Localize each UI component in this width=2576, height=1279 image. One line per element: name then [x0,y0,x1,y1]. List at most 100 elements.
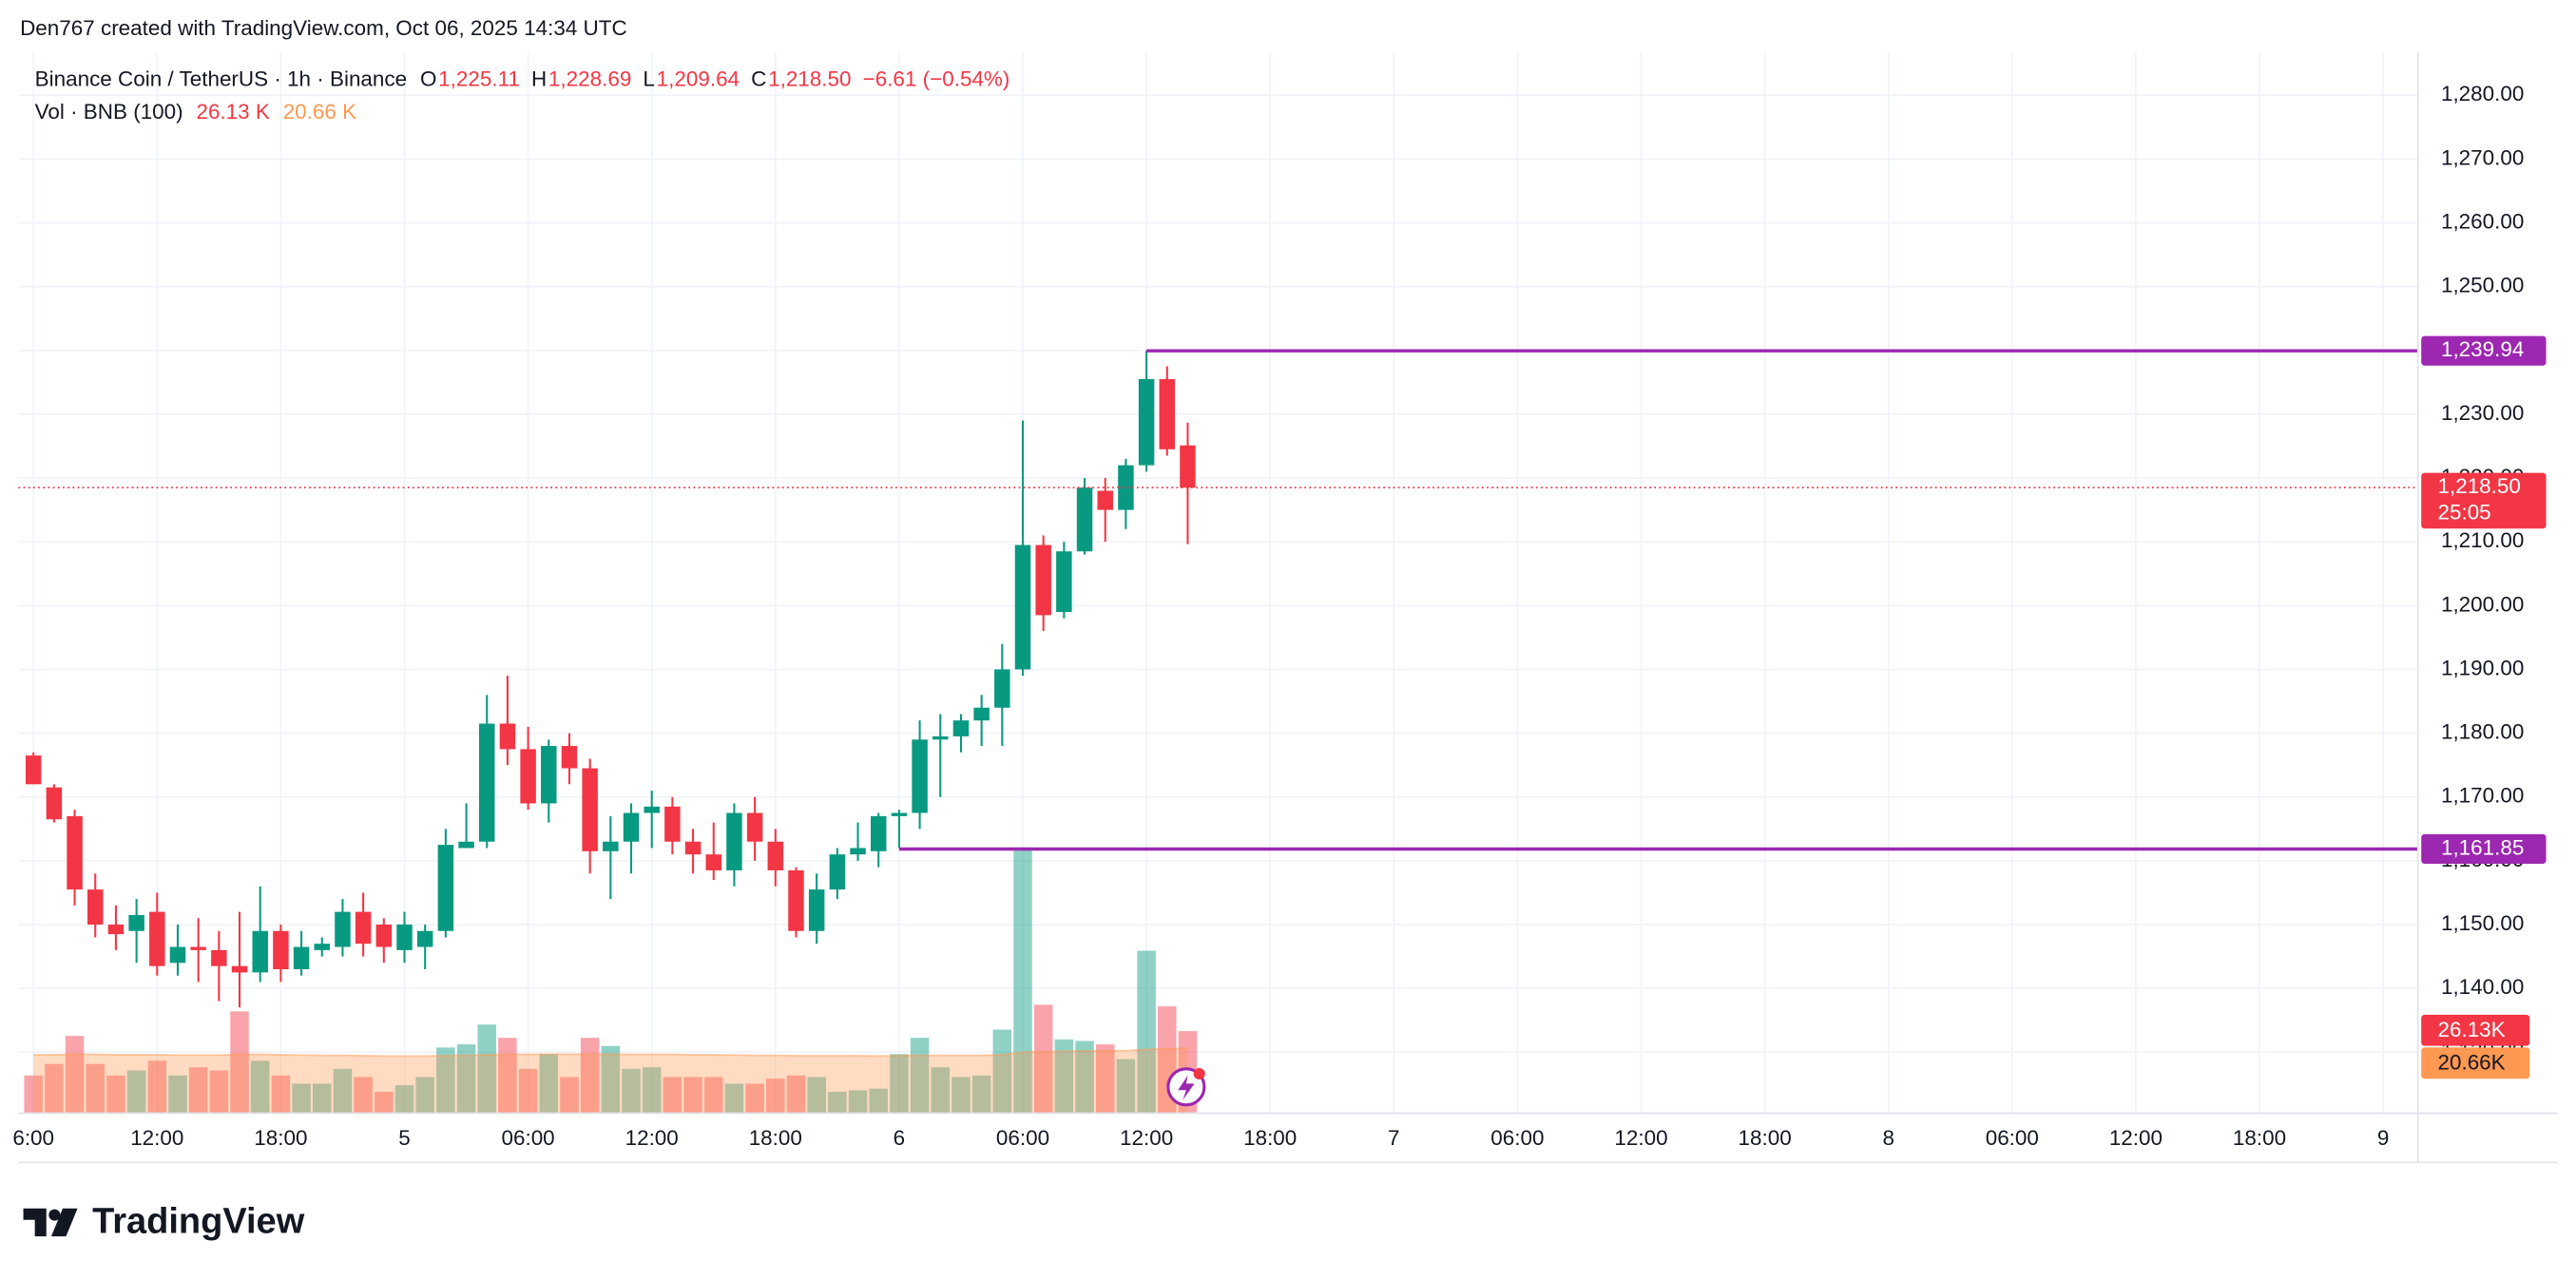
candle-body [1035,544,1051,616]
candle-body [644,806,660,813]
volume-bar [890,1054,909,1114]
volume-bar [436,1047,455,1114]
candle-body [478,723,495,842]
volume-ma-area [33,1048,1188,1114]
candle-body [1159,378,1176,449]
volume-bar [126,1070,146,1114]
candle-body [994,669,1010,708]
candle-body [520,749,536,804]
volume-bar [807,1077,826,1114]
candle-body [582,768,598,851]
ohlc-value: 1,225.11 [438,67,520,91]
x-tick-label: 18:00 [254,1126,307,1150]
candle-body [1097,490,1113,510]
x-tick-label: 06:00 [996,1126,1049,1150]
volume-bar [745,1083,764,1114]
candle-body [891,812,908,816]
volume-bar [971,1075,991,1114]
y-tick-label: 1,280.00 [2441,82,2524,105]
candle-body [1014,544,1031,670]
ohlc-value: 1,218.50 [768,67,851,91]
candle-body [169,946,186,964]
candle-body [231,965,248,973]
volume-bar [869,1088,888,1114]
volume-bar [1033,1004,1053,1114]
candle-body [726,812,742,870]
x-tick-label: 7 [1388,1126,1400,1150]
level-tag [2421,335,2547,366]
volume-bar [1075,1040,1094,1114]
x-tick-label: 06:00 [1490,1126,1544,1150]
legend-header: Binance Coin / TetherUS · 1h · Binance O 1… [35,67,1010,124]
volume-tag-label: 26.13K [2437,1018,2505,1041]
logo-text: TradingView [92,1201,305,1241]
candle-body [211,949,227,966]
alert-icon[interactable] [1166,1067,1206,1107]
candle-body [541,746,557,804]
volume-ma-line [33,1047,1188,1058]
candle-body [458,841,474,849]
volume-bar [24,1075,43,1114]
last-price-tag [2421,472,2547,529]
candle-body [561,746,578,769]
y-tick-label: 1,190.00 [2441,656,2524,679]
volume-bar [188,1067,208,1114]
volume-bar [724,1083,744,1114]
change-label: −6.61 (−0.54%) [863,67,1010,91]
candle-body [1076,487,1093,552]
volume-bar [560,1077,579,1114]
volume-bar [663,1077,682,1114]
ohlc-value: 1,228.69 [548,67,631,91]
y-tick-label: 1,270.00 [2441,145,2524,169]
candle-body [293,946,310,970]
x-tick-label: 12:00 [625,1126,679,1150]
level-tag-label: 1,161.85 [2441,835,2524,859]
volume-bar [86,1063,106,1114]
candle-body [375,925,393,947]
volume-bar [230,1011,249,1114]
candle-body [396,925,413,950]
volume-bar [601,1045,621,1114]
candle-body [1118,465,1134,510]
volume-value: 26.13 K [196,100,269,124]
volume-bar [354,1077,373,1114]
level-tag-label: 1,239.94 [2441,337,2524,361]
ohlc-value: 1,209.64 [657,67,740,91]
volume-bar [333,1068,353,1114]
volume-name: Vol · BNB (100) [35,100,183,124]
volume-bar [250,1060,270,1114]
volume-bar [931,1067,951,1114]
ohlc-key: O [420,67,436,91]
candle-body [870,815,887,851]
volume-bar [1137,950,1156,1114]
y-tick-label: 1,260.00 [2441,209,2524,233]
y-tick-label: 1,250.00 [2441,274,2524,297]
x-tick-label: 06:00 [501,1126,554,1150]
candle-body [850,848,866,855]
volume-bar [580,1038,600,1114]
y-tick-label: 1,140.00 [2441,975,2524,999]
volume-ma-value: 20.66 K [283,100,356,124]
candle-body [1138,378,1155,466]
volume-bar [498,1038,517,1114]
volume-bar [147,1060,167,1114]
volume-bar [168,1075,187,1114]
volume-bar [1095,1044,1115,1114]
x-tick-label: 8 [1882,1126,1894,1150]
volume-bar [1013,847,1032,1114]
volume-bar [394,1085,414,1114]
candle-body [46,787,63,820]
candle-body [829,854,846,890]
volume-bar [45,1063,64,1114]
volume-bar [415,1077,434,1114]
volume-bar [848,1090,868,1114]
volume-bar [703,1077,723,1114]
volume-bar [106,1075,125,1114]
y-tick-label: 1,170.00 [2441,784,2524,808]
y-tick-label: 1,150.00 [2441,911,2524,935]
volume-bar [828,1092,847,1114]
x-tick-label: 18:00 [1739,1126,1792,1150]
y-tick-label: 1,210.00 [2441,528,2524,552]
candle-body [808,889,825,931]
